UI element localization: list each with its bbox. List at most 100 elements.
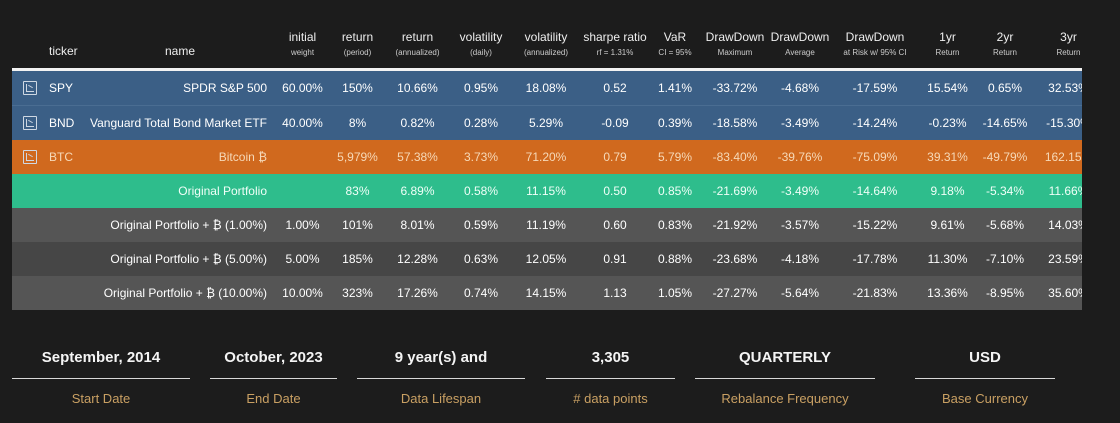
table-header-row: ticker name initial weight return (period) ret… xyxy=(12,20,1082,70)
value-cell: 23.59% xyxy=(1048,252,1082,266)
value-cell: 0.79 xyxy=(603,150,627,164)
name-cell: Original Portfolio + ₿ (1.00%) xyxy=(110,218,267,232)
value-cell: 1.00% xyxy=(285,218,320,232)
value-cell: 39.31% xyxy=(927,150,968,164)
chart-icon[interactable] xyxy=(23,150,37,165)
table-row[interactable]: Original Portfolio + ₿ (5.00%) 5.00% 185% 1… xyxy=(12,242,1082,276)
ticker-cell: BTC xyxy=(49,150,73,164)
chart-icon[interactable] xyxy=(23,116,37,131)
name-cell: Original Portfolio xyxy=(178,184,267,198)
stat-divider xyxy=(546,378,675,379)
column-header-title: ticker xyxy=(49,44,78,58)
table-row[interactable]: BTC Bitcoin ₿ 5,979% 57.38% 3.73% 71.20% 0.79 5… xyxy=(12,140,1082,174)
row-icon-cell xyxy=(12,70,40,106)
value-cell xyxy=(275,140,330,174)
row-icon-cell xyxy=(12,276,40,310)
name-cell: Original Portfolio + ₿ (10.00%) xyxy=(103,286,267,300)
value-cell: -75.09% xyxy=(852,150,898,164)
value-cell: 14.03% xyxy=(1048,218,1082,232)
value-cell: -17.59% xyxy=(852,81,898,95)
value-cell: 11.66% xyxy=(1048,184,1082,198)
column-header-title: return xyxy=(401,30,434,44)
value-cell: -5.68% xyxy=(985,218,1025,232)
column-header[interactable]: volatility (annualized) xyxy=(512,20,580,70)
column-header-subtitle: (annualized) xyxy=(523,48,569,57)
column-header[interactable]: initial weight xyxy=(275,20,330,70)
table-row[interactable]: Original Portfolio + ₿ (10.00%) 10.00% 323… xyxy=(12,276,1082,310)
table-row[interactable]: Original Portfolio + ₿ (1.00%) 1.00% 101% 8… xyxy=(12,208,1082,242)
column-header-subtitle: Maximum xyxy=(717,48,753,57)
column-header-title: 1yr xyxy=(939,30,956,44)
value-cell: 35.60% xyxy=(1048,286,1082,300)
summary-stats: September, 2014 Start Date October, 2023 En… xyxy=(0,348,1120,418)
column-header[interactable]: DrawDown Average xyxy=(770,20,830,70)
column-header-title: VaR xyxy=(663,30,687,44)
value-cell: -14.24% xyxy=(830,105,920,140)
value-cell: 0.39% xyxy=(650,105,700,140)
value-cell: 60.00% xyxy=(282,81,323,95)
stat-item: QUARTERLY Rebalance Frequency xyxy=(695,348,875,406)
column-header-title: volatility xyxy=(524,30,568,44)
stat-value: 9 year(s) and xyxy=(394,349,488,366)
column-header[interactable]: return (period) xyxy=(330,20,385,70)
column-header[interactable]: volatility (daily) xyxy=(450,20,512,70)
column-header[interactable]: return (annualized) xyxy=(385,20,450,70)
column-header-subtitle: Average xyxy=(785,48,815,57)
value-cell: 11.30% xyxy=(927,252,968,266)
value-cell: 3.73% xyxy=(463,150,499,164)
row-icon-cell xyxy=(12,208,40,242)
row-icon-cell xyxy=(12,140,40,174)
value-cell: 0.74% xyxy=(463,286,499,300)
ticker-cell xyxy=(40,174,85,208)
row-icon-cell xyxy=(12,105,40,140)
value-cell: 1.05% xyxy=(657,286,693,300)
table-row[interactable]: Original Portfolio 83% 6.89% 0.58% 11.15% 0.5… xyxy=(12,174,1082,208)
column-header[interactable] xyxy=(12,20,40,70)
stat-label: Start Date xyxy=(71,391,131,406)
stat-divider xyxy=(915,378,1055,379)
value-cell: 0.58% xyxy=(463,184,499,198)
value-cell: -18.58% xyxy=(700,105,770,140)
column-header[interactable]: DrawDown at Risk w/ 95% CI xyxy=(830,20,920,70)
stat-divider xyxy=(210,378,337,379)
value-cell: 11.15% xyxy=(526,184,566,198)
column-header[interactable]: 3yr Return xyxy=(1035,20,1082,70)
value-cell: -3.49% xyxy=(770,105,830,140)
table-row[interactable]: BND Vanguard Total Bond Market ETF 40.00% 8… xyxy=(12,105,1082,140)
stat-value: USD xyxy=(969,349,1001,366)
column-header[interactable]: 2yr Return xyxy=(975,20,1035,70)
value-cell: 10.00% xyxy=(282,286,323,300)
column-header[interactable]: ticker xyxy=(40,20,85,70)
value-cell: 12.28% xyxy=(397,252,438,266)
column-header[interactable]: 1yr Return xyxy=(920,20,975,70)
value-cell: -15.30% xyxy=(1035,105,1082,140)
stat-label: End Date xyxy=(246,391,301,406)
value-cell: 150% xyxy=(342,81,373,95)
value-cell: -21.69% xyxy=(712,184,758,198)
value-cell: 1.41% xyxy=(657,81,693,95)
chart-icon[interactable] xyxy=(23,81,37,96)
value-cell: 6.89% xyxy=(400,184,435,198)
table-row[interactable]: SPY SPDR S&P 500 60.00% 150% 10.66% 0.95% 18.0… xyxy=(12,69,1082,106)
value-cell: 5.79% xyxy=(657,150,693,164)
column-header-title: 3yr xyxy=(1060,30,1077,44)
value-cell: 0.59% xyxy=(463,218,499,232)
stat-divider xyxy=(695,378,875,379)
column-header[interactable]: name xyxy=(85,20,275,70)
column-header[interactable]: DrawDown Maximum xyxy=(700,20,770,70)
column-header[interactable]: VaR CI = 95% xyxy=(650,20,700,70)
column-header-title: return xyxy=(341,30,374,44)
column-header[interactable]: sharpe ratio rf = 1.31% xyxy=(580,20,650,70)
column-header-subtitle: weight xyxy=(290,48,315,57)
value-cell: -15.22% xyxy=(852,218,898,232)
value-cell: -17.78% xyxy=(852,252,898,266)
value-cell: 5.29% xyxy=(512,105,580,140)
stat-item: 9 year(s) and Data Lifespan xyxy=(357,348,525,406)
ticker-cell xyxy=(40,276,85,310)
column-header-title: DrawDown xyxy=(845,30,905,44)
value-cell: 0.88% xyxy=(657,252,693,266)
metrics-table-container: ticker name initial weight return (period) ret… xyxy=(12,20,1082,310)
stat-divider xyxy=(357,378,525,379)
stat-item: 3,305 # data points xyxy=(546,348,675,406)
ticker-cell: BND xyxy=(40,105,85,140)
